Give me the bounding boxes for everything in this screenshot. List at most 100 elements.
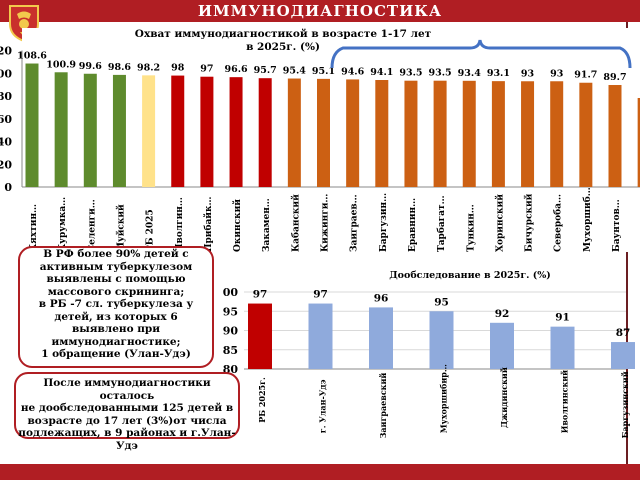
bar — [429, 311, 454, 369]
category-label: РБ 2025 — [146, 209, 156, 252]
bar — [25, 63, 39, 187]
callout-line: В РФ более 90% детей с — [43, 248, 189, 260]
category-label: Тункин… — [466, 204, 476, 252]
y-tick-label: 00 — [223, 286, 239, 299]
y-tick-label: 85 — [223, 344, 238, 357]
bar — [142, 75, 156, 187]
bar-value-label: 95.7 — [254, 65, 277, 76]
bar-value-label: 94.6 — [341, 66, 365, 77]
bar-value-label: 91.7 — [574, 70, 597, 81]
bar — [171, 75, 185, 187]
y-tick-label: 95 — [223, 305, 238, 318]
category-label: Окинский — [232, 199, 243, 252]
category-label: Кижинги… — [321, 194, 331, 252]
y-tick-label: 80 — [0, 90, 12, 103]
bar — [369, 307, 393, 369]
coverage-chart: Охват иммунодиагностикой в возрасте 1-17… — [0, 28, 640, 252]
category-label: г. Улан-Удэ — [318, 379, 328, 433]
bar-value-label: 94.1 — [370, 67, 393, 78]
bar-value-label: 95.4 — [283, 66, 307, 77]
y-tick-label: 20 — [0, 45, 12, 58]
chart-title: в 2025г. (%) — [246, 41, 320, 53]
category-label: РБ 2025г. — [257, 377, 267, 423]
bar — [433, 80, 447, 187]
callout-line: детей, из которых 6 — [54, 310, 178, 323]
category-label: Иволгинский — [560, 370, 570, 433]
category-label: Селенги… — [87, 199, 97, 252]
y-tick-label: 0 — [4, 181, 12, 194]
callout-line: иммунодиагностике; — [51, 335, 181, 348]
remaining-callout: После иммунодиагностики осталось не дообс… — [14, 372, 240, 452]
category-label: Бичурский — [524, 193, 535, 252]
bar — [611, 342, 635, 369]
callout-line: После иммунодиагностики осталось — [43, 377, 211, 402]
bar-value-label: 108.6 — [17, 51, 47, 62]
bar-value-label: 97 — [253, 289, 268, 301]
bar-value-label: 93.4 — [458, 68, 482, 79]
bar-value-label: 93 — [550, 68, 563, 79]
footer-bar — [0, 464, 640, 480]
bar-value-label: 98.2 — [137, 62, 160, 73]
bar-value-label: 97 — [313, 289, 328, 301]
category-label: Иволгин… — [175, 197, 185, 252]
bar-value-label: 89.7 — [603, 72, 626, 83]
bar — [308, 303, 333, 369]
category-label: Северoба… — [553, 194, 564, 252]
callout-line: возрасте до 17 лет (3%)от числа — [27, 414, 227, 427]
bar — [287, 78, 301, 187]
bar — [404, 80, 418, 187]
chart-title: Дообследование в 2025г. (%) — [389, 270, 551, 281]
bar-value-label: 92 — [495, 308, 510, 320]
category-label: Заиграев… — [350, 194, 360, 252]
category-label: Заиграевский — [378, 373, 388, 439]
callout-line: выявлено при — [71, 323, 161, 335]
category-label: Закамен… — [262, 198, 272, 252]
bar — [200, 76, 214, 187]
callout-line: Удэ — [116, 439, 138, 452]
category-label: Тарбагат… — [436, 195, 447, 252]
bar-value-label: 97 — [200, 64, 213, 75]
bar — [83, 73, 97, 187]
y-tick-label: 60 — [0, 113, 12, 126]
y-tick-label: 40 — [0, 136, 12, 149]
bar — [490, 322, 514, 369]
bar-value-label: 98 — [171, 63, 185, 74]
highlight-bracket — [330, 39, 632, 69]
bar-value-label: 93.1 — [487, 68, 510, 79]
y-tick-label: 00 — [0, 67, 12, 80]
bar-value-label: 87 — [616, 327, 631, 339]
screening-callout: В РФ более 90% детей с активным туберкуле… — [18, 246, 214, 368]
bar-value-label: 93 — [521, 68, 534, 79]
bar — [608, 85, 622, 187]
header-bar — [0, 0, 640, 22]
category-label: Муйский — [115, 204, 126, 252]
callout-line: в РБ -7 сл. туберкулеза у — [38, 298, 194, 310]
category-label: Курумка… — [58, 197, 68, 252]
bar — [462, 80, 476, 187]
bar — [229, 77, 243, 187]
bar — [491, 81, 505, 187]
bar — [375, 80, 389, 187]
callout-line: массового скрининга; — [47, 285, 185, 298]
bar — [521, 81, 535, 187]
category-label: Еравнин… — [408, 198, 418, 252]
bar-value-label: 95.1 — [312, 66, 335, 77]
bar — [54, 72, 68, 187]
category-label: Баунтов… — [612, 199, 622, 252]
partial-bar — [637, 98, 640, 187]
category-label: Кяхтин… — [29, 204, 39, 252]
bar-value-label: 99.6 — [79, 61, 103, 72]
bar-value-label: 91 — [555, 312, 570, 324]
bar — [112, 74, 126, 187]
bar-value-label: 93.5 — [399, 68, 422, 79]
bar-value-label: 93.5 — [429, 68, 452, 79]
category-label: Джидинский — [499, 367, 509, 428]
callout-line: выявлены с помощью — [46, 273, 186, 285]
y-tick-label: 20 — [0, 158, 12, 171]
bar-value-label: 100.9 — [46, 59, 76, 70]
bar — [579, 82, 593, 187]
bar-value-label: 95 — [434, 296, 449, 308]
callout-line: активным туберкулезом — [39, 260, 193, 273]
callout-line: не дообследованными 125 детей в — [20, 402, 234, 414]
